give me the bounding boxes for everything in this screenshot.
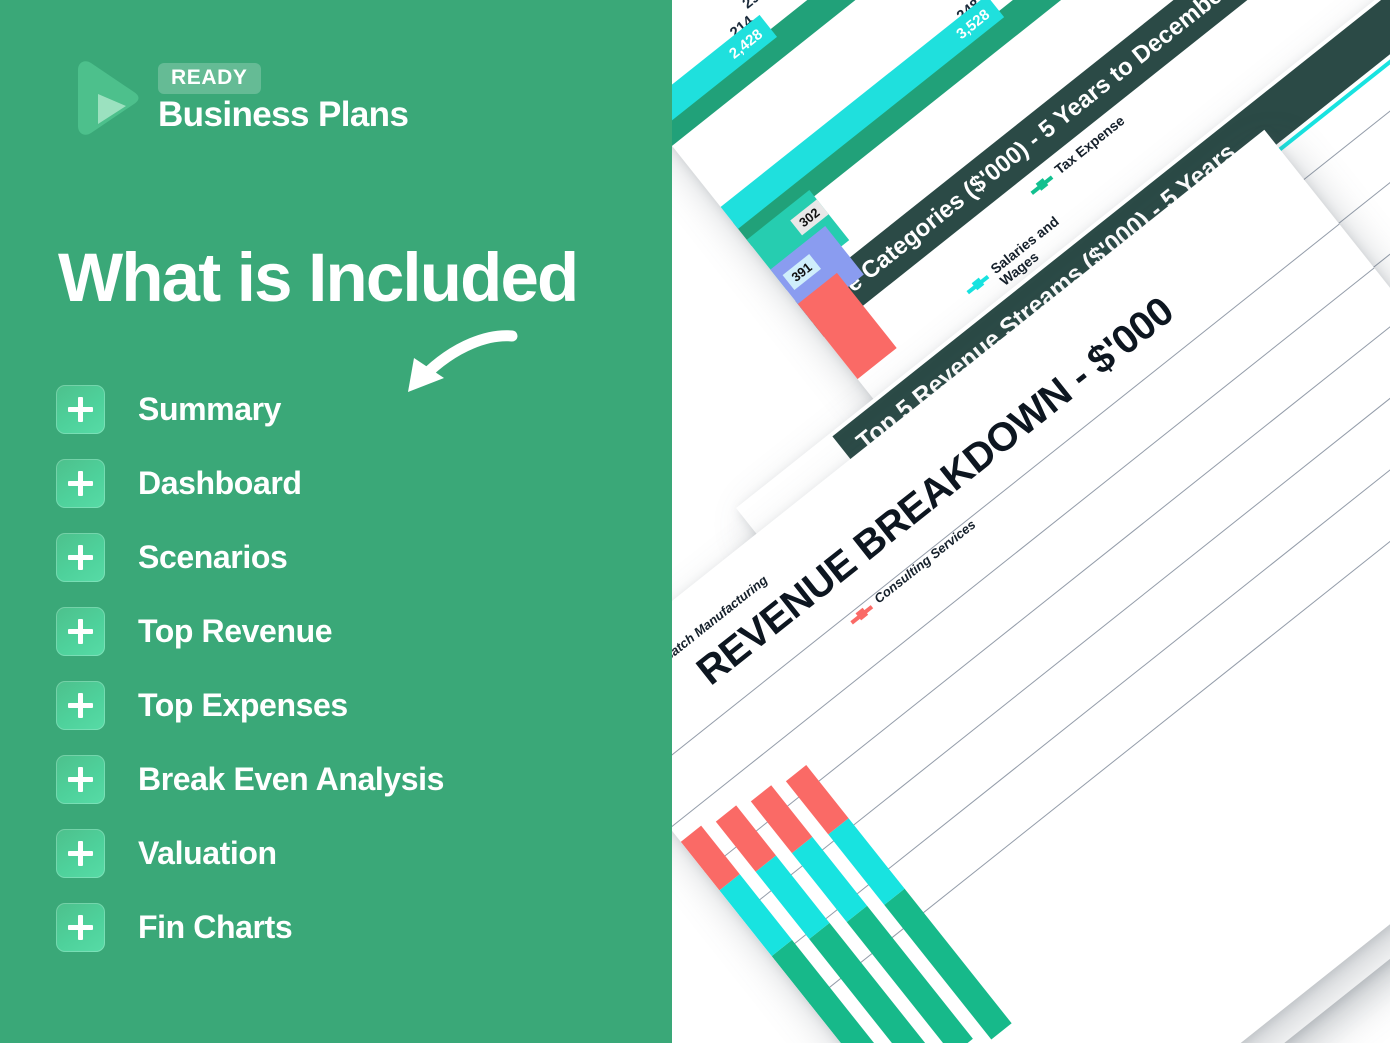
included-list: Summary Dashboard Scenarios Top Revenue … [56,385,656,977]
brand-name: Business Plans [158,94,409,134]
plus-icon [56,681,105,730]
list-item[interactable]: Top Expenses [56,681,656,730]
expenses-bar-label-2029: 2029 [740,344,785,385]
list-item[interactable]: Valuation [56,829,656,878]
plus-icon [56,607,105,656]
list-item[interactable]: Fin Charts [56,903,656,952]
brand-text: READY Business Plans [158,62,409,134]
list-item-label: Valuation [138,835,277,871]
curved-arrow-down-left-icon [386,322,521,404]
ready-badge: READY [158,62,261,94]
plus-icon [56,385,105,434]
plus-icon [56,903,105,952]
plus-icon [56,459,105,508]
play-triangle-icon [60,56,144,140]
plus-icon [56,533,105,582]
list-item-label: Summary [138,391,282,427]
plus-icon [56,755,105,804]
list-item-label: Dashboard [138,465,302,501]
list-item[interactable]: Summary [56,385,656,434]
brand-logo[interactable]: READY Business Plans [60,56,409,140]
list-item-label: Top Revenue [138,613,333,649]
list-item-label: Fin Charts [138,909,293,945]
list-item[interactable]: Top Revenue [56,607,656,656]
breakdown-col-g2 [659,991,780,1043]
plus-icon [56,829,105,878]
list-item-label: Scenarios [138,539,288,575]
list-item[interactable]: Dashboard [56,459,656,508]
legend-marker-icon [1030,175,1054,195]
list-item[interactable]: Break Even Analysis [56,755,656,804]
left-green-panel: READY Business Plans What is Included Su… [0,0,672,1043]
legend-marker-icon [966,274,990,295]
page-title: What is Included [58,239,579,316]
expenses-2028-v3: 298 [739,0,769,12]
list-item[interactable]: Scenarios [56,533,656,582]
list-item-label: Break Even Analysis [138,761,445,797]
list-item-label: Top Expenses [138,687,348,723]
brand-name-text: Business Plans [158,94,409,134]
